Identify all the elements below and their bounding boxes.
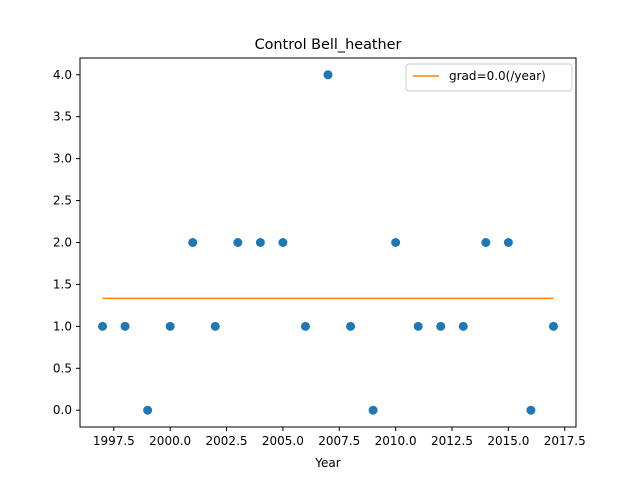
data-point	[346, 321, 356, 331]
y-tick-label: 0.0	[53, 403, 72, 417]
data-point	[255, 238, 265, 247]
x-axis-label: Year	[314, 456, 340, 470]
data-point	[278, 238, 288, 247]
data-point	[391, 238, 401, 247]
chart-title: Control Bell_heather	[255, 37, 402, 53]
data-point	[481, 238, 491, 247]
x-tick-label: 2012.5	[431, 434, 473, 448]
x-tick-label: 2017.5	[544, 434, 586, 448]
data-point	[188, 238, 198, 247]
data-point	[413, 321, 423, 331]
y-tick-label: 3.0	[53, 152, 72, 166]
x-tick-label: 2002.5	[206, 434, 248, 448]
plot-area	[79, 57, 577, 428]
data-point	[323, 70, 333, 80]
y-tick-label: 3.5	[53, 110, 72, 124]
data-point	[548, 321, 558, 331]
y-tick-label: 1.0	[53, 319, 72, 333]
x-tick-label: 2000.0	[149, 434, 191, 448]
y-tick-label: 1.5	[53, 277, 72, 291]
y-tick-label: 2.5	[53, 194, 72, 208]
data-point	[143, 405, 153, 415]
axes-frame	[79, 57, 577, 428]
y-tick-label: 0.5	[53, 361, 72, 375]
data-point	[458, 321, 468, 331]
legend-box	[405, 63, 573, 92]
x-tick-label: 2015.0	[487, 434, 529, 448]
data-point	[436, 321, 446, 331]
data-point	[503, 238, 513, 247]
data-point	[120, 321, 130, 331]
y-tick-label: 2.0	[53, 236, 72, 250]
data-point	[368, 405, 378, 415]
y-tick-label: 4.0	[53, 68, 72, 82]
x-tick-label: 2010.0	[375, 434, 417, 448]
y-axis: 0.0 0.5 1.0 1.5 2.0 2.5 3.0 3.5 4.0	[53, 68, 80, 417]
data-point	[526, 405, 536, 415]
legend-label: grad=0.0(/year)	[449, 69, 546, 83]
x-tick-label: 1997.5	[93, 434, 135, 448]
data-point	[98, 321, 108, 331]
data-point	[210, 321, 220, 331]
data-point	[233, 238, 243, 247]
x-axis: 1997.5 2000.0 2002.5 2005.0 2007.5 2010.0 2012…	[93, 427, 586, 448]
x-tick-label: 2007.5	[318, 434, 360, 448]
data-point	[165, 321, 175, 331]
x-tick-label: 2005.0	[262, 434, 304, 448]
legend: grad=0.0(/year)	[405, 63, 573, 92]
data-point	[300, 321, 310, 331]
